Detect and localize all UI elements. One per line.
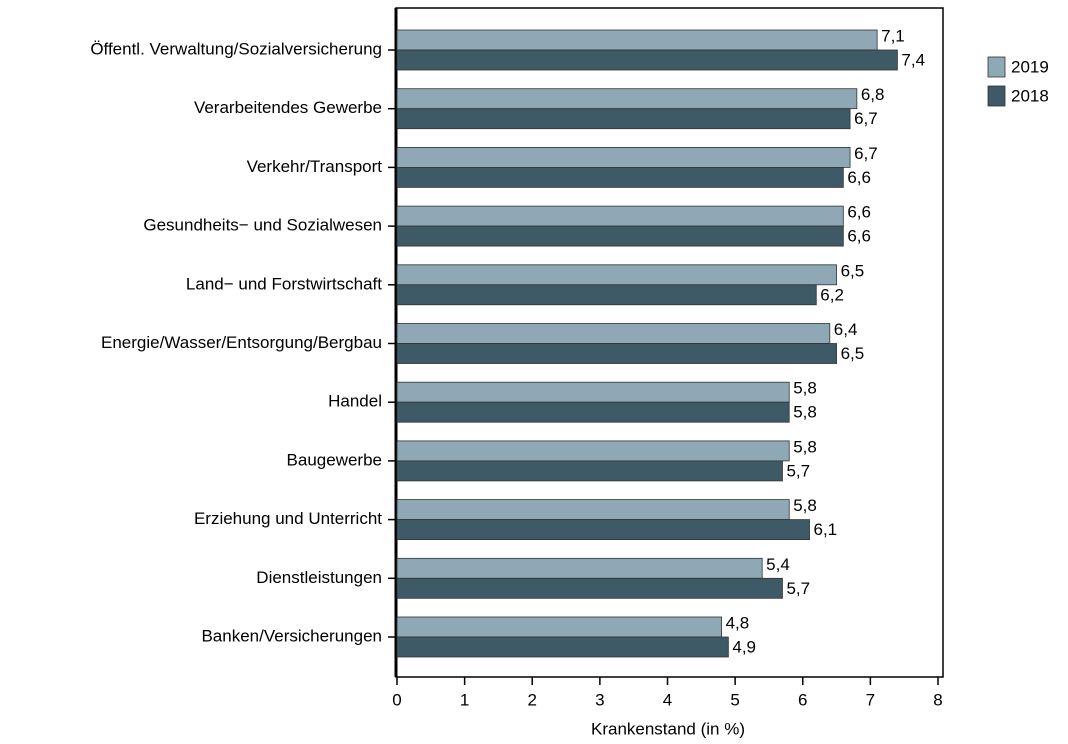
bar	[396, 225, 844, 247]
bar	[396, 401, 790, 423]
x-tick-label: 1	[460, 690, 469, 709]
y-tick-label: Öffentl. Verwaltung/Sozialversicherung	[90, 39, 382, 58]
y-tick-label: Banken/Versicherungen	[201, 626, 382, 645]
x-tick-label: 7	[866, 690, 875, 709]
bar	[396, 381, 790, 403]
y-tick-label: Erziehung und Unterricht	[194, 509, 382, 528]
bar	[396, 440, 790, 462]
value-label: 4,8	[726, 613, 750, 632]
bar	[396, 205, 844, 227]
value-label: 5,8	[793, 437, 817, 456]
bar	[396, 49, 898, 71]
bar	[396, 264, 837, 286]
x-tick-label: 0	[392, 690, 401, 709]
y-tick-label: Gesundheits− und Sozialwesen	[143, 216, 382, 235]
bar	[396, 557, 763, 579]
bar	[396, 108, 851, 130]
bar	[396, 29, 878, 51]
bar	[396, 343, 837, 364]
value-label: 5,8	[793, 379, 817, 398]
value-label: 6,8	[861, 85, 885, 104]
bar	[396, 636, 729, 658]
value-label: 6,7	[854, 109, 878, 128]
legend-label: 2019	[1011, 57, 1049, 76]
bar	[396, 616, 723, 638]
y-tick-label: Verarbeitendes Gewerbe	[194, 98, 382, 117]
value-label: 6,5	[841, 344, 865, 363]
x-axis-title: Krankenstand (in %)	[591, 719, 745, 738]
value-label: 4,9	[732, 637, 756, 656]
value-label: 5,8	[793, 496, 817, 515]
value-label: 6,2	[820, 285, 844, 304]
y-tick-label: Handel	[328, 392, 382, 411]
bar	[396, 519, 810, 540]
bar	[396, 323, 831, 344]
x-tick-label: 2	[528, 690, 537, 709]
value-label: 5,7	[786, 579, 810, 598]
bar	[396, 284, 817, 306]
y-tick-label: Verkehr/Transport	[247, 157, 383, 176]
value-label: 5,4	[766, 555, 790, 574]
bar	[396, 577, 783, 599]
value-label: 5,8	[793, 403, 817, 422]
legend-label: 2018	[1011, 86, 1049, 105]
legend-swatch	[987, 85, 1006, 107]
value-label: 6,6	[847, 227, 871, 246]
value-label: 6,4	[834, 320, 858, 339]
value-label: 5,7	[786, 461, 810, 480]
y-tick-label: Energie/Wasser/Entsorgung/Bergbau	[101, 333, 382, 352]
bar	[396, 166, 844, 188]
bar	[396, 499, 790, 521]
value-label: 6,5	[841, 261, 865, 280]
value-label: 7,1	[881, 26, 905, 45]
x-tick-label: 6	[798, 690, 807, 709]
y-tick-label: Dienstleistungen	[256, 568, 382, 587]
x-tick-label: 4	[663, 690, 672, 709]
x-tick-label: 8	[933, 690, 942, 709]
value-label: 7,4	[901, 50, 925, 69]
value-label: 6,7	[854, 144, 878, 163]
value-label: 6,1	[814, 520, 838, 539]
value-label: 6,6	[847, 203, 871, 222]
x-tick-label: 5	[730, 690, 739, 709]
legend-swatch	[987, 56, 1006, 78]
value-label: 6,6	[847, 168, 871, 187]
y-tick-label: Land− und Forstwirtschaft	[186, 274, 382, 293]
y-tick-label: Baugewerbe	[287, 450, 382, 469]
bar	[396, 460, 783, 482]
bar	[396, 88, 858, 110]
bar	[396, 146, 851, 168]
x-tick-label: 3	[595, 690, 604, 709]
